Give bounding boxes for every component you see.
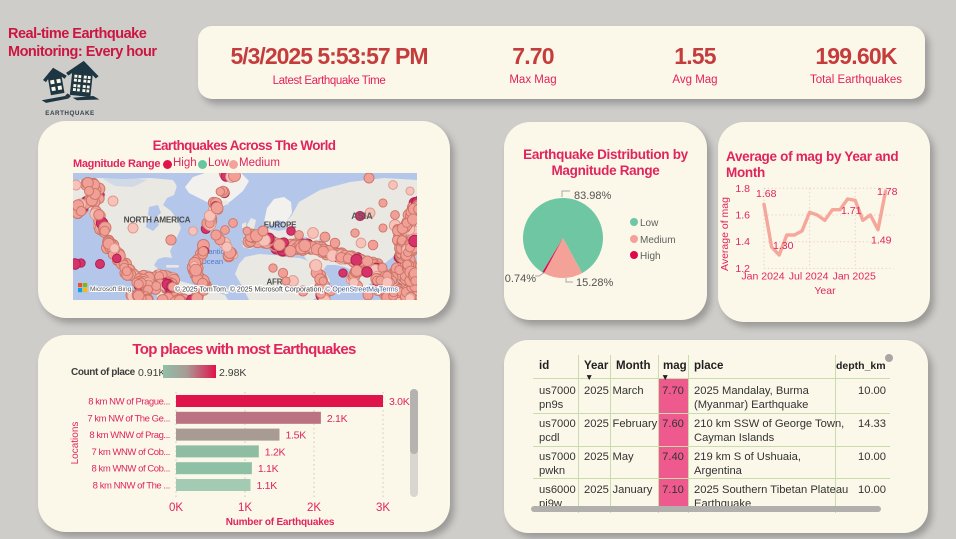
svg-text:Jul 2024: Jul 2024 (789, 270, 829, 282)
svg-text:© 2025 TomTom, © 2025 Microsof: © 2025 TomTom, © 2025 Microsoft Corporat… (175, 286, 382, 294)
svg-text:1.1K: 1.1K (258, 463, 279, 475)
svg-text:8 km NW of Prague...: 8 km NW of Prague... (88, 397, 170, 408)
svg-text:2K: 2K (307, 502, 321, 514)
svg-text:Atlantic: Atlantic (200, 247, 225, 256)
svg-text:Number of Earthquakes: Number of Earthquakes (226, 517, 335, 528)
svg-text:NORTH AMERICA: NORTH AMERICA (124, 216, 191, 225)
svg-text:Jan 2025: Jan 2025 (833, 270, 876, 282)
svg-text:1.2: 1.2 (735, 263, 750, 275)
svg-text:1.68: 1.68 (756, 188, 777, 200)
svg-text:1.1K: 1.1K (257, 480, 278, 492)
svg-text:ASIA: ASIA (351, 211, 373, 221)
svg-text:1.6: 1.6 (735, 210, 750, 222)
svg-text:Jan 2024: Jan 2024 (741, 270, 784, 282)
svg-text:7 km WNW of Cob...: 7 km WNW of Cob... (92, 447, 170, 458)
svg-text:Year: Year (814, 285, 836, 297)
svg-text:High: High (640, 251, 661, 262)
svg-text:1K: 1K (238, 502, 252, 514)
svg-text:1.78: 1.78 (877, 186, 898, 198)
svg-text:8 km NNW of The ...: 8 km NNW of The ... (93, 481, 170, 492)
svg-text:1.4: 1.4 (735, 236, 750, 248)
svg-text:1.5K: 1.5K (286, 430, 307, 442)
svg-text:8 km WNW of Prag...: 8 km WNW of Prag... (89, 430, 170, 441)
svg-text:83.98%: 83.98% (574, 190, 612, 202)
svg-text:8 km WNW of Cob...: 8 km WNW of Cob... (92, 464, 170, 475)
svg-text:Low: Low (640, 218, 659, 229)
svg-text:Ocean: Ocean (201, 257, 223, 266)
svg-text:1.8: 1.8 (735, 183, 750, 195)
svg-text:1.30: 1.30 (773, 240, 794, 252)
svg-text:AFRICA: AFRICA (266, 278, 295, 287)
svg-text:Locations: Locations (70, 422, 81, 465)
svg-text:1.2K: 1.2K (265, 446, 286, 458)
svg-text:2.1K: 2.1K (327, 413, 348, 425)
svg-text:15.28%: 15.28% (576, 277, 614, 289)
svg-text:3.0K: 3.0K (389, 396, 410, 408)
svg-text:1.49: 1.49 (871, 235, 892, 247)
svg-text:EUROPE: EUROPE (264, 221, 297, 230)
svg-text:0K: 0K (169, 502, 183, 514)
svg-text:Average of mag: Average of mag (719, 197, 731, 271)
svg-text:Terms: Terms (379, 287, 399, 294)
svg-text:7 km NW of The Ge...: 7 km NW of The Ge... (87, 413, 170, 424)
svg-text:Medium: Medium (640, 235, 676, 246)
svg-text:0.74%: 0.74% (505, 273, 536, 285)
svg-text:1.71: 1.71 (841, 205, 862, 217)
svg-text:3K: 3K (376, 502, 390, 514)
svg-text:Microsoft Bing: Microsoft Bing (90, 286, 132, 293)
